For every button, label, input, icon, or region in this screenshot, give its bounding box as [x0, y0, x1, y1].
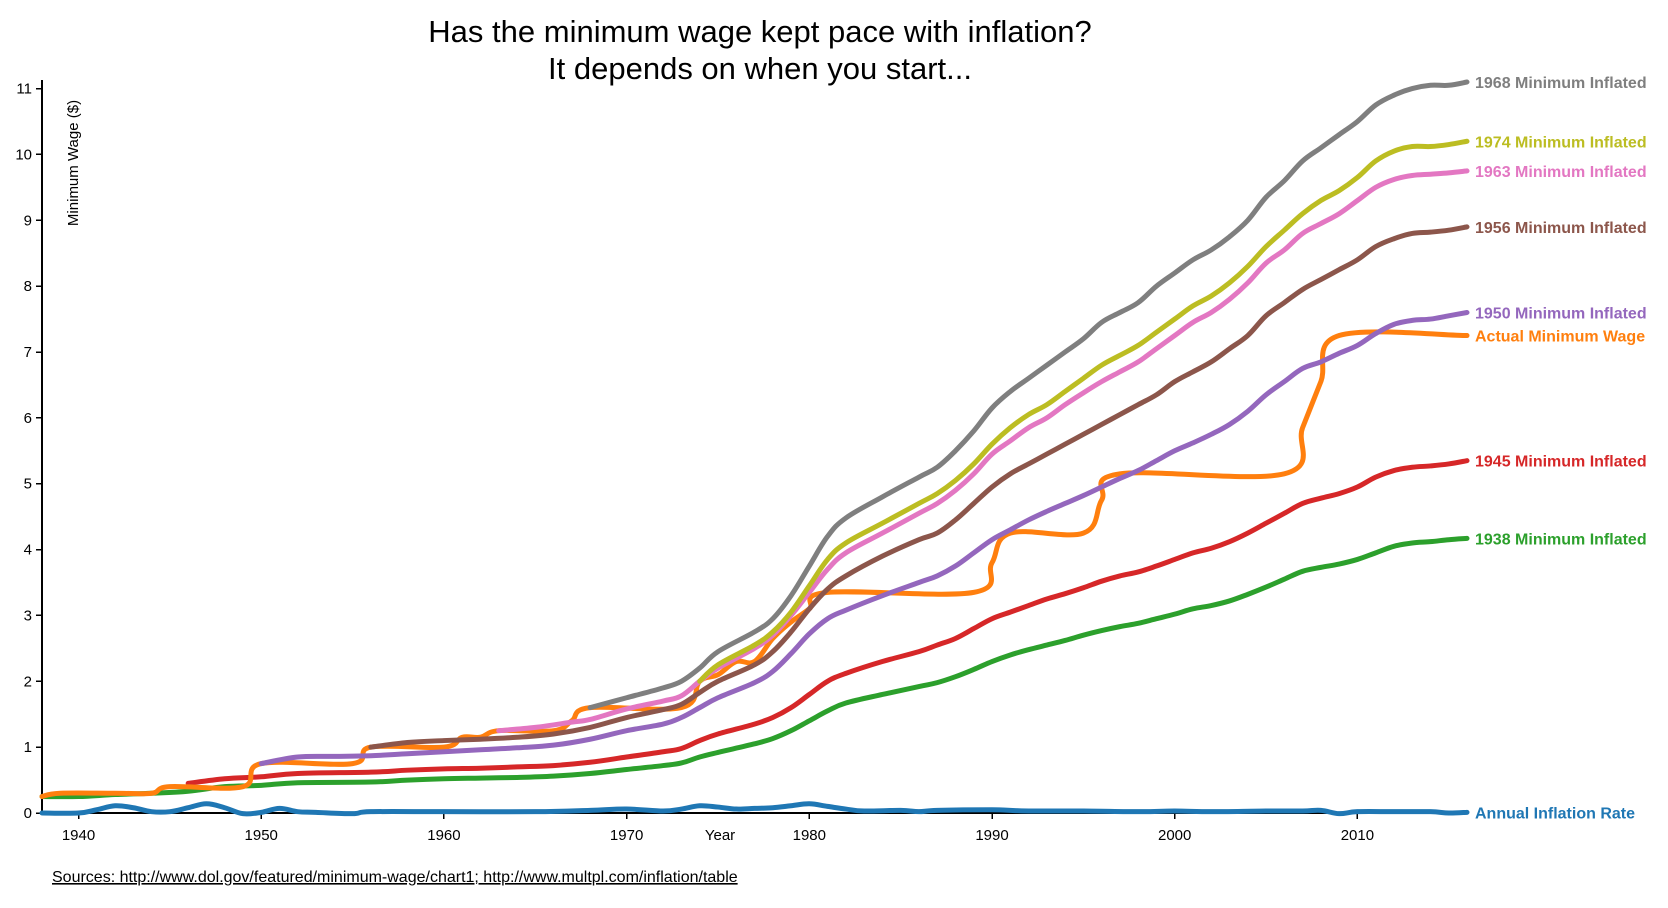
x-tick-label: 2010 [1341, 827, 1374, 844]
x-axis-title: Year [705, 827, 735, 844]
y-tick-label: 10 [15, 146, 32, 163]
y-tick-label: 2 [24, 673, 32, 690]
chart-title: Has the minimum wage kept pace with infl… [428, 14, 1091, 49]
series-line-actual-minimum-wage [39, 329, 1470, 800]
series-label-1974-minimum-inflated: 1974 Minimum Inflated [1475, 134, 1647, 151]
x-tick-label: 1940 [62, 827, 95, 844]
series-label-1963-minimum-inflated: 1963 Minimum Inflated [1475, 164, 1647, 181]
series-line-1938-minimum-inflated [39, 535, 1470, 800]
x-tick-label: 1960 [427, 827, 460, 844]
x-tick-label: 2000 [1158, 827, 1191, 844]
series-label-1938-minimum-inflated: 1938 Minimum Inflated [1475, 531, 1647, 548]
series-label-actual-minimum-wage: Actual Minimum Wage [1475, 329, 1645, 346]
y-tick-label: 3 [24, 607, 32, 624]
x-tick-label: 1970 [610, 827, 643, 844]
y-tick-label: 0 [24, 805, 32, 822]
series-label-1945-minimum-inflated: 1945 Minimum Inflated [1475, 454, 1647, 471]
series-line-1974-minimum-inflated [697, 138, 1470, 684]
y-tick-label: 7 [24, 344, 32, 361]
y-tick-label: 11 [16, 81, 32, 98]
series-line-1945-minimum-inflated [185, 458, 1470, 786]
axes-group: 0 1 2 3 4 5 6 7 8 9 10 11 1940 1950 1960 1970 1980 1990 20… [15, 80, 1467, 844]
series-label-1956-minimum-inflated: 1956 Minimum Inflated [1475, 220, 1647, 237]
x-tick-label: 1950 [245, 827, 278, 844]
y-tick-label: 4 [24, 542, 32, 559]
y-tick-label: 1 [24, 739, 32, 756]
chart-subtitle: It depends on when you start... [548, 51, 972, 86]
series-line-1968-minimum-inflated [587, 79, 1470, 711]
y-tick-label: 9 [24, 212, 32, 229]
series-line-annual-inflation-rate [39, 801, 1470, 817]
y-axis-title: Minimum Wage ($) [65, 100, 82, 226]
y-tick-label: 8 [24, 278, 32, 295]
series-label-annual-inflation-rate: Annual Inflation Rate [1475, 805, 1635, 822]
y-tick-label: 6 [24, 410, 32, 427]
series-group [39, 79, 1470, 817]
series-labels-group: 1968 Minimum Inflated 1974 Minimum Inflat… [1475, 75, 1647, 822]
x-tick-label: 1980 [793, 827, 826, 844]
x-tick-label: 1990 [975, 827, 1008, 844]
series-line-1950-minimum-inflated [258, 310, 1470, 767]
y-tick-label: 5 [24, 476, 32, 493]
sources-link[interactable]: Sources: http://www.dol.gov/featured/min… [52, 869, 738, 886]
series-label-1950-minimum-inflated: 1950 Minimum Inflated [1475, 305, 1647, 322]
series-line-1956-minimum-inflated [368, 224, 1470, 750]
series-label-1968-minimum-inflated: 1968 Minimum Inflated [1475, 75, 1647, 92]
